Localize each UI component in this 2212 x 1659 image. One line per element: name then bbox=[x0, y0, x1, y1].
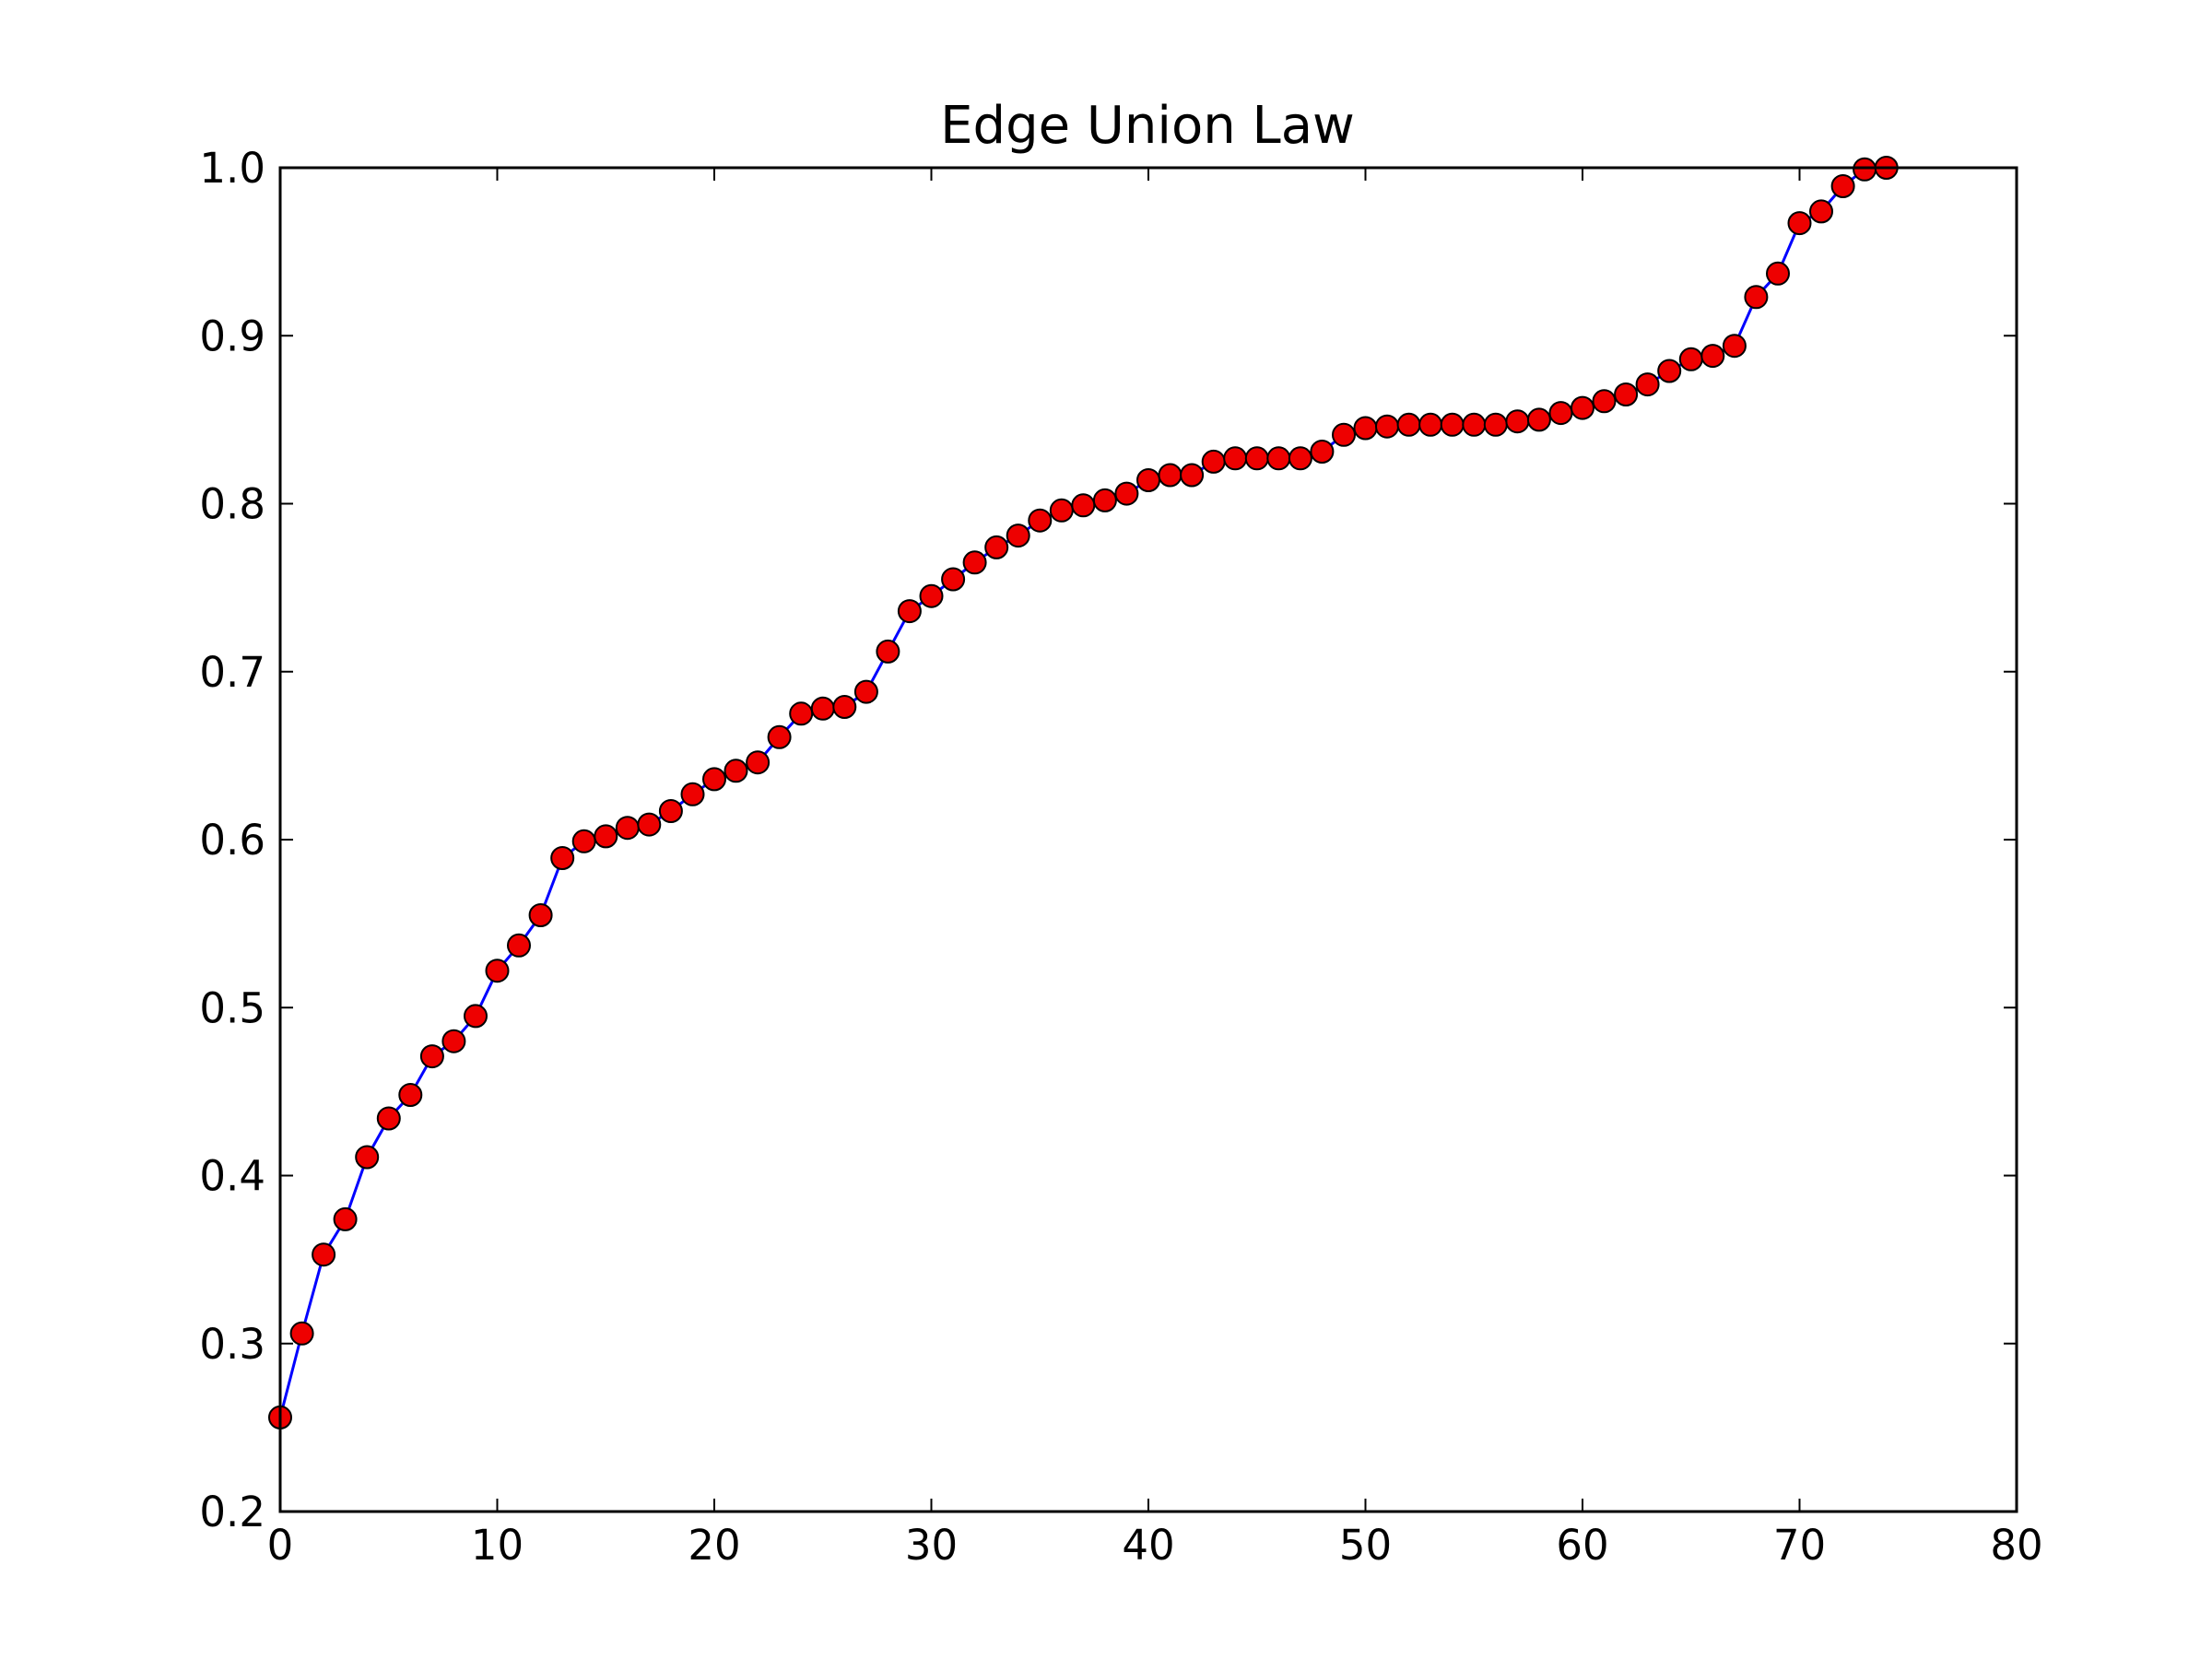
data-point bbox=[680, 782, 705, 806]
data-point bbox=[1809, 199, 1833, 224]
y-tick-label: 1.0 bbox=[199, 144, 265, 193]
data-point bbox=[876, 639, 900, 664]
data-point bbox=[1440, 412, 1465, 437]
y-tick-label: 0.6 bbox=[199, 816, 265, 865]
data-point bbox=[464, 1004, 488, 1029]
x-tick-label: 80 bbox=[1990, 1521, 2042, 1570]
data-point bbox=[1571, 395, 1594, 420]
data-point bbox=[658, 799, 683, 823]
data-point bbox=[1830, 174, 1855, 198]
data-point bbox=[1353, 416, 1378, 441]
plot-frame bbox=[278, 166, 2018, 1513]
x-tick-label: 60 bbox=[1556, 1521, 1608, 1570]
chart-title: Edge Union Law bbox=[940, 96, 1355, 156]
data-point bbox=[637, 812, 662, 837]
data-point bbox=[441, 1029, 466, 1053]
data-point bbox=[594, 824, 618, 849]
data-point bbox=[1396, 412, 1421, 437]
data-point bbox=[1766, 261, 1790, 286]
data-point bbox=[507, 933, 531, 958]
x-tick-label: 50 bbox=[1339, 1521, 1392, 1570]
data-point bbox=[1136, 468, 1160, 492]
x-tick-label: 10 bbox=[471, 1521, 524, 1570]
x-tick-label: 70 bbox=[1773, 1521, 1826, 1570]
data-point bbox=[1375, 414, 1399, 439]
data-point bbox=[1092, 488, 1117, 512]
data-point bbox=[1614, 382, 1639, 406]
data-point bbox=[1223, 446, 1248, 471]
data-point bbox=[1288, 446, 1312, 471]
data-point bbox=[1483, 412, 1508, 437]
data-point bbox=[919, 583, 944, 608]
data-point bbox=[1526, 407, 1551, 432]
data-point bbox=[1006, 524, 1030, 548]
data-point bbox=[1462, 412, 1487, 437]
data-point bbox=[615, 816, 640, 841]
y-tick-label: 0.4 bbox=[199, 1152, 265, 1201]
data-point bbox=[724, 759, 748, 783]
data-point bbox=[853, 679, 878, 704]
data-point bbox=[1180, 463, 1205, 488]
data-point bbox=[1678, 347, 1703, 371]
data-point bbox=[1635, 372, 1660, 397]
data-point bbox=[1700, 344, 1725, 369]
y-tick-label: 0.7 bbox=[199, 648, 265, 697]
ticks-layer: 0 10 20 30 40 50 60 70 80 0.2 0.3 0.4 0.5 0.6 0.7 0.8 0.… bbox=[199, 144, 2042, 1570]
data-point bbox=[1244, 446, 1269, 471]
data-point bbox=[333, 1206, 358, 1231]
data-point bbox=[984, 535, 1009, 559]
x-tick-label: 20 bbox=[688, 1521, 740, 1570]
data-point bbox=[1310, 440, 1335, 464]
data-point bbox=[832, 695, 857, 719]
data-point bbox=[1722, 334, 1747, 359]
data-point bbox=[789, 701, 814, 726]
data-point bbox=[1158, 463, 1182, 488]
data-point bbox=[1114, 481, 1139, 506]
x-tick-label: 40 bbox=[1122, 1521, 1174, 1570]
data-point bbox=[376, 1106, 401, 1131]
data-point bbox=[1332, 422, 1356, 447]
plot-layer bbox=[268, 156, 1899, 1430]
y-tick-label: 0.3 bbox=[199, 1320, 265, 1369]
y-tick-label: 0.5 bbox=[199, 983, 265, 1032]
data-point bbox=[1548, 401, 1573, 426]
data-point bbox=[571, 829, 596, 853]
data-point bbox=[550, 846, 575, 870]
data-point bbox=[289, 1321, 314, 1346]
data-point bbox=[702, 767, 726, 792]
x-tick-label: 0 bbox=[267, 1521, 294, 1570]
y-tick-label: 0.8 bbox=[199, 480, 265, 529]
data-point bbox=[746, 750, 771, 775]
data-point bbox=[1657, 359, 1682, 383]
data-point bbox=[1028, 508, 1053, 533]
data-point bbox=[941, 567, 966, 592]
data-point bbox=[1418, 412, 1443, 437]
data-point bbox=[962, 550, 987, 575]
data-point bbox=[398, 1083, 423, 1107]
data-point bbox=[1201, 449, 1226, 474]
data-point bbox=[485, 959, 510, 983]
data-point bbox=[1787, 211, 1812, 236]
data-point bbox=[419, 1044, 444, 1069]
x-tick-label: 30 bbox=[905, 1521, 958, 1570]
y-tick-label: 0.2 bbox=[199, 1488, 265, 1536]
data-point bbox=[1266, 446, 1291, 471]
data-point bbox=[1853, 157, 1877, 182]
data-point bbox=[897, 599, 922, 624]
data-point bbox=[1592, 389, 1617, 414]
data-point bbox=[767, 724, 792, 749]
y-tick-label: 0.9 bbox=[199, 312, 265, 360]
data-point bbox=[810, 696, 835, 721]
data-point bbox=[312, 1242, 336, 1267]
data-point bbox=[1744, 285, 1769, 310]
data-point bbox=[1049, 498, 1074, 523]
data-point bbox=[355, 1145, 380, 1170]
data-point bbox=[1071, 493, 1096, 518]
data-point bbox=[1505, 409, 1530, 434]
data-point bbox=[528, 903, 553, 927]
